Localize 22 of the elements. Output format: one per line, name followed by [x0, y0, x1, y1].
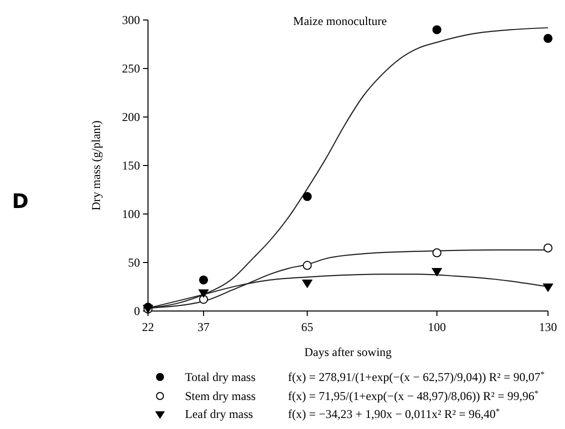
y-tick-label: 100 — [122, 207, 140, 222]
text: f(x) = 278,91/(1+exp(−(x − 62,57)/9,04)) R² = 90,07$^{*}$ — [288, 370, 545, 384]
y-tick-label: 0 — [134, 304, 140, 318]
x-tick-label: 22 — [142, 320, 154, 334]
x-tick-label: 65 — [301, 320, 314, 334]
y-tick-label: 150 — [122, 158, 140, 173]
y-tick-label: 250 — [122, 62, 140, 76]
legend-label: Leaf dry mass — [185, 407, 254, 421]
x-tick-label: 130 — [539, 320, 557, 334]
y-tick-label: 200 — [122, 110, 140, 124]
y-tick-label: 50 — [128, 256, 140, 270]
y-axis-title: Dry mass (g/plant) — [89, 120, 103, 210]
text: f(x) = −34,23 + 1,90x − 0,011x² R² = 96,40$^{*}$ — [288, 406, 500, 421]
legend-label: Total dry mass — [185, 370, 256, 384]
x-axis-title: Days after sowing — [304, 345, 392, 359]
legend-label: Stem dry mass — [185, 389, 256, 403]
x-tick-label: 100 — [428, 320, 446, 334]
text: f(x) = 71,95/(1+exp(−(x − 48,97)/8,06)) R² = 99,96$^{*}$ — [288, 388, 539, 403]
text: D — [12, 189, 29, 213]
chart-title: Maize monoculture — [293, 14, 387, 28]
x-tick-label: 37 — [198, 320, 210, 334]
y-tick-label: 300 — [122, 13, 140, 28]
